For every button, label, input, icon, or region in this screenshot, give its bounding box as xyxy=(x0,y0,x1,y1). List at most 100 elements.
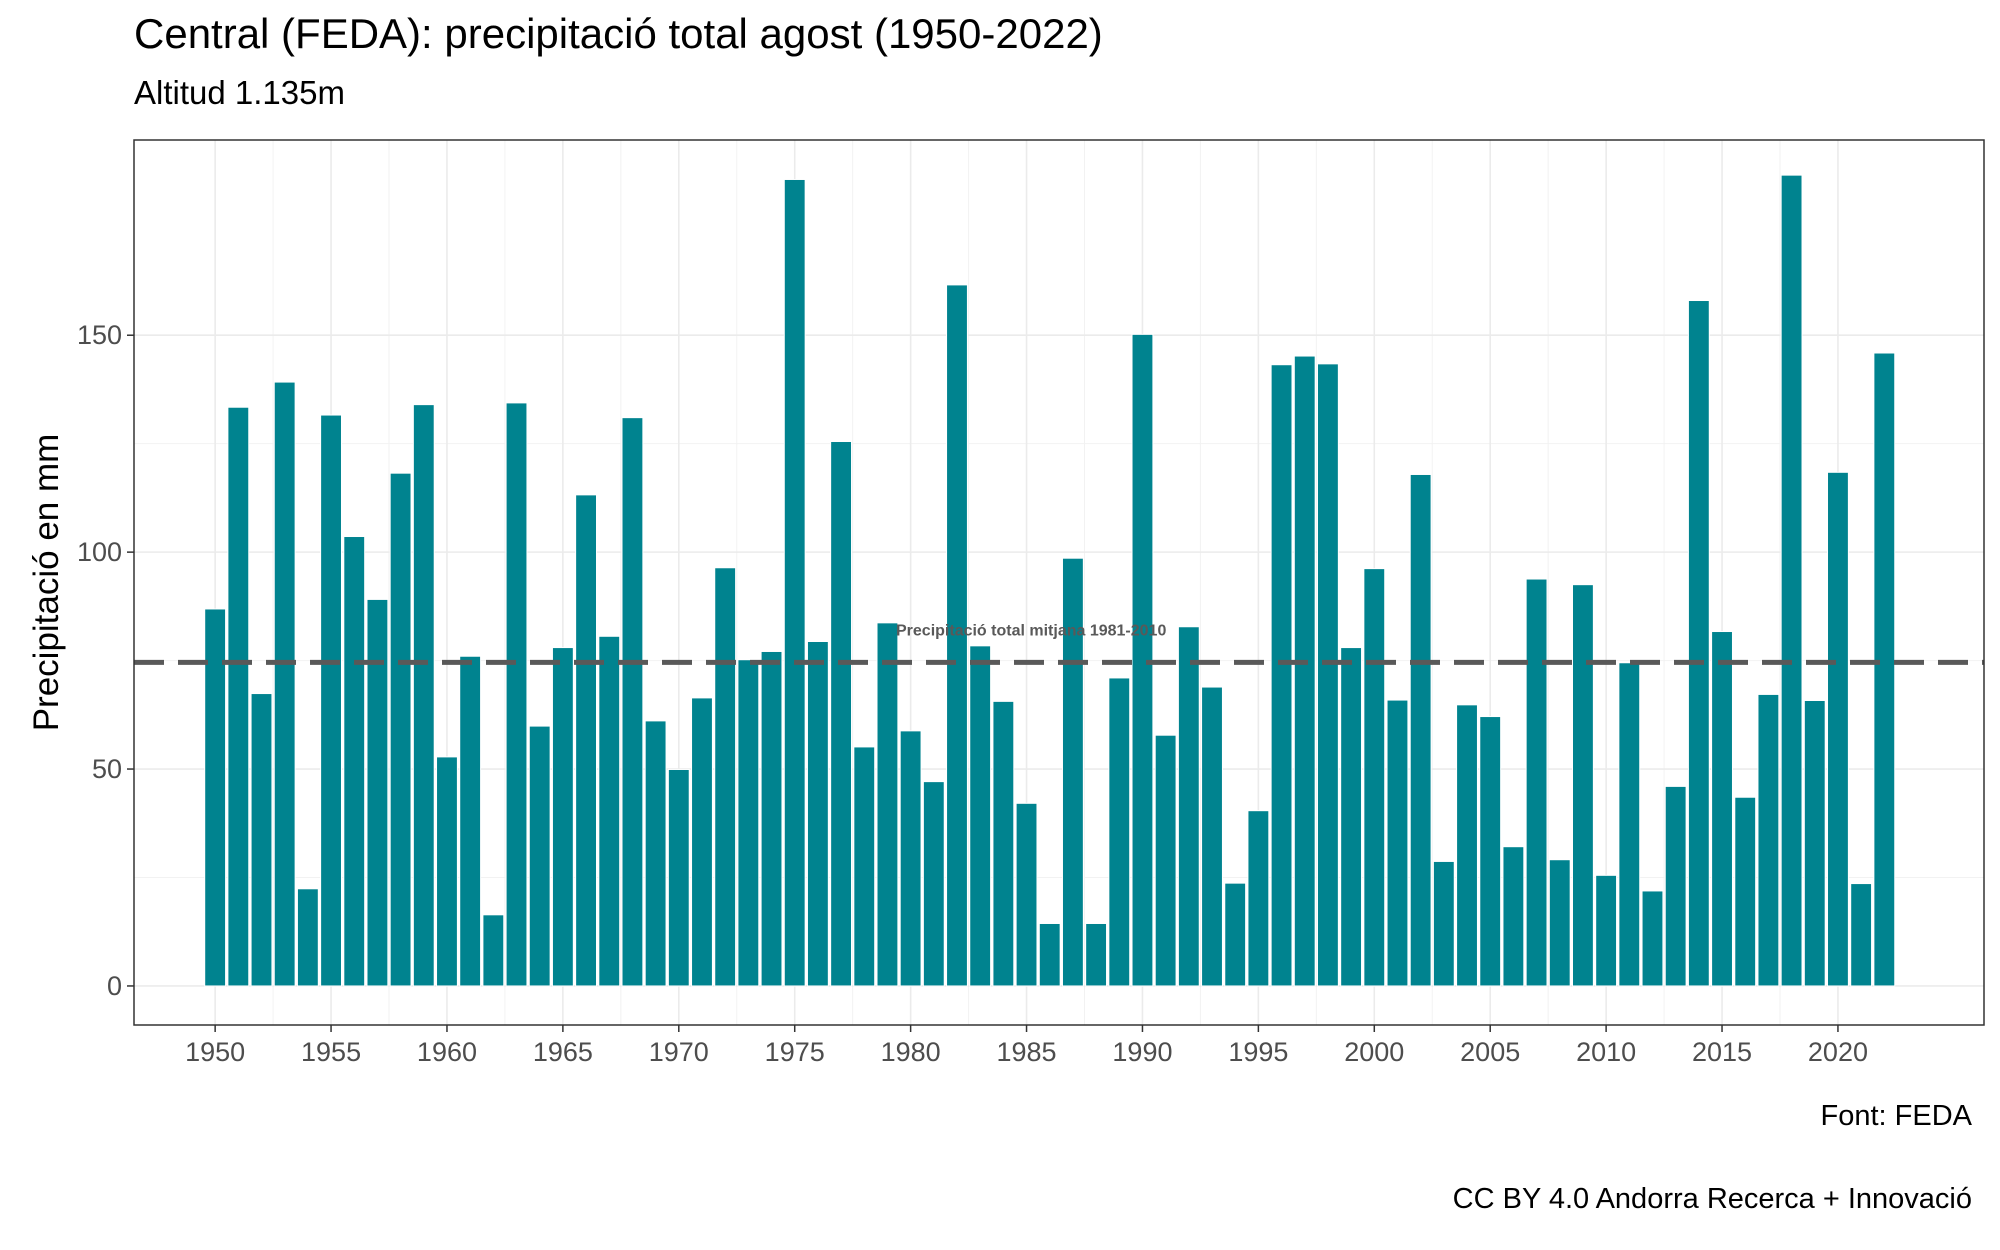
bar-1986 xyxy=(1038,922,1061,987)
bar-1965 xyxy=(551,647,574,987)
bar-2014 xyxy=(1687,300,1710,987)
x-tick-label: 2020 xyxy=(1808,1037,1868,1067)
bar-1993 xyxy=(1201,686,1223,987)
bar-2002 xyxy=(1409,473,1432,987)
bar-1997 xyxy=(1293,355,1316,987)
bar-1955 xyxy=(320,414,342,987)
bar-1963 xyxy=(505,402,528,987)
bar-1974 xyxy=(760,650,783,987)
bar-1985 xyxy=(1015,802,1038,987)
bar-1995 xyxy=(1247,810,1270,987)
bar-2006 xyxy=(1502,846,1525,987)
bar-1962 xyxy=(482,914,505,987)
x-tick-label: 1970 xyxy=(649,1037,709,1067)
bar-2008 xyxy=(1548,859,1571,987)
bar-1999 xyxy=(1340,647,1363,987)
bar-2007 xyxy=(1525,578,1548,987)
bar-2003 xyxy=(1432,860,1455,987)
y-tick-label: 50 xyxy=(92,754,122,784)
bar-1989 xyxy=(1108,677,1131,987)
bar-1984 xyxy=(992,700,1015,987)
bar-1979 xyxy=(876,622,899,987)
caption-source: Font: FEDA xyxy=(1820,1100,1973,1132)
bar-1972 xyxy=(714,567,737,987)
bar-1998 xyxy=(1316,363,1339,987)
bar-1973 xyxy=(737,659,760,987)
x-tick-label: 1960 xyxy=(417,1037,477,1067)
axes: 0 50 100 150 1950 1955 1960 1965 1970 1975 1980 198… xyxy=(77,320,1868,1067)
x-tick-label: 2010 xyxy=(1576,1037,1636,1067)
x-tick-label: 1985 xyxy=(997,1037,1057,1067)
bar-1975 xyxy=(783,178,806,987)
bar-1981 xyxy=(922,781,945,987)
bar-1976 xyxy=(806,641,829,987)
bar-1960 xyxy=(436,756,458,987)
reference-line-label: Precipitació total mitjana 1981-2010 xyxy=(896,622,1166,639)
x-tick-label: 2015 xyxy=(1692,1037,1752,1067)
x-tick-label: 1950 xyxy=(185,1037,245,1067)
bar-2000 xyxy=(1363,568,1386,987)
bar-1977 xyxy=(830,441,853,987)
bar-1982 xyxy=(946,284,968,987)
bar-1996 xyxy=(1270,364,1293,987)
caption-license: CC BY 4.0 Andorra Recerca + Innovació xyxy=(1452,1183,1972,1215)
bar-2010 xyxy=(1595,874,1618,987)
x-tick-label: 2000 xyxy=(1344,1037,1404,1067)
bar-1951 xyxy=(227,406,250,987)
bar-1952 xyxy=(250,693,273,987)
bar-1994 xyxy=(1224,882,1247,987)
bar-1991 xyxy=(1154,734,1177,987)
bar-1953 xyxy=(273,381,296,987)
bar-1961 xyxy=(459,655,482,987)
bar-1956 xyxy=(343,536,366,987)
x-tick-label: 1975 xyxy=(765,1037,825,1067)
y-tick-label: 150 xyxy=(77,320,122,350)
bar-2019 xyxy=(1803,700,1826,987)
bar-1969 xyxy=(644,720,667,987)
y-tick-label: 0 xyxy=(107,971,122,1001)
x-tick-label: 1955 xyxy=(301,1037,361,1067)
x-tick-label: 1965 xyxy=(533,1037,593,1067)
y-axis-title: Precipitació en mm xyxy=(27,434,66,732)
bars xyxy=(204,174,1896,987)
bar-2020 xyxy=(1827,471,1849,987)
bar-1970 xyxy=(667,768,690,987)
bar-2004 xyxy=(1456,704,1478,987)
bar-1978 xyxy=(853,746,876,987)
bar-1983 xyxy=(969,645,992,987)
bar-1980 xyxy=(899,730,922,987)
bar-2012 xyxy=(1641,890,1664,987)
x-tick-label: 2005 xyxy=(1460,1037,1520,1067)
bar-1950 xyxy=(204,608,227,987)
chart-title: Central (FEDA): precipitació total agost… xyxy=(134,10,1103,57)
bar-1988 xyxy=(1085,922,1108,987)
bar-2016 xyxy=(1734,796,1757,987)
bar-1966 xyxy=(575,494,597,987)
bar-1959 xyxy=(412,404,435,987)
x-tick-label: 1995 xyxy=(1228,1037,1288,1067)
bar-1992 xyxy=(1177,626,1200,987)
chart-subtitle: Altitud 1.135m xyxy=(134,74,345,111)
y-tick-label: 100 xyxy=(77,537,122,567)
bar-1964 xyxy=(528,725,551,987)
bar-2013 xyxy=(1664,785,1687,987)
panel-border xyxy=(133,139,1985,1026)
bar-1954 xyxy=(296,888,319,987)
bar-2001 xyxy=(1386,699,1409,987)
bar-2005 xyxy=(1479,716,1502,987)
bar-2021 xyxy=(1850,883,1873,987)
bar-1968 xyxy=(621,417,644,987)
reference-line-group: Precipitació total mitjana 1981-2010 xyxy=(134,622,1984,665)
bar-2017 xyxy=(1757,693,1780,987)
bar-1987 xyxy=(1061,557,1084,987)
bar-2011 xyxy=(1618,662,1641,987)
bar-2009 xyxy=(1572,584,1594,987)
bar-1958 xyxy=(389,472,412,987)
bar-1967 xyxy=(598,635,621,987)
bar-2022 xyxy=(1873,352,1896,987)
x-tick-label: 1990 xyxy=(1112,1037,1172,1067)
bar-2018 xyxy=(1780,174,1803,987)
bar-2015 xyxy=(1711,631,1733,987)
x-tick-label: 1980 xyxy=(881,1037,941,1067)
